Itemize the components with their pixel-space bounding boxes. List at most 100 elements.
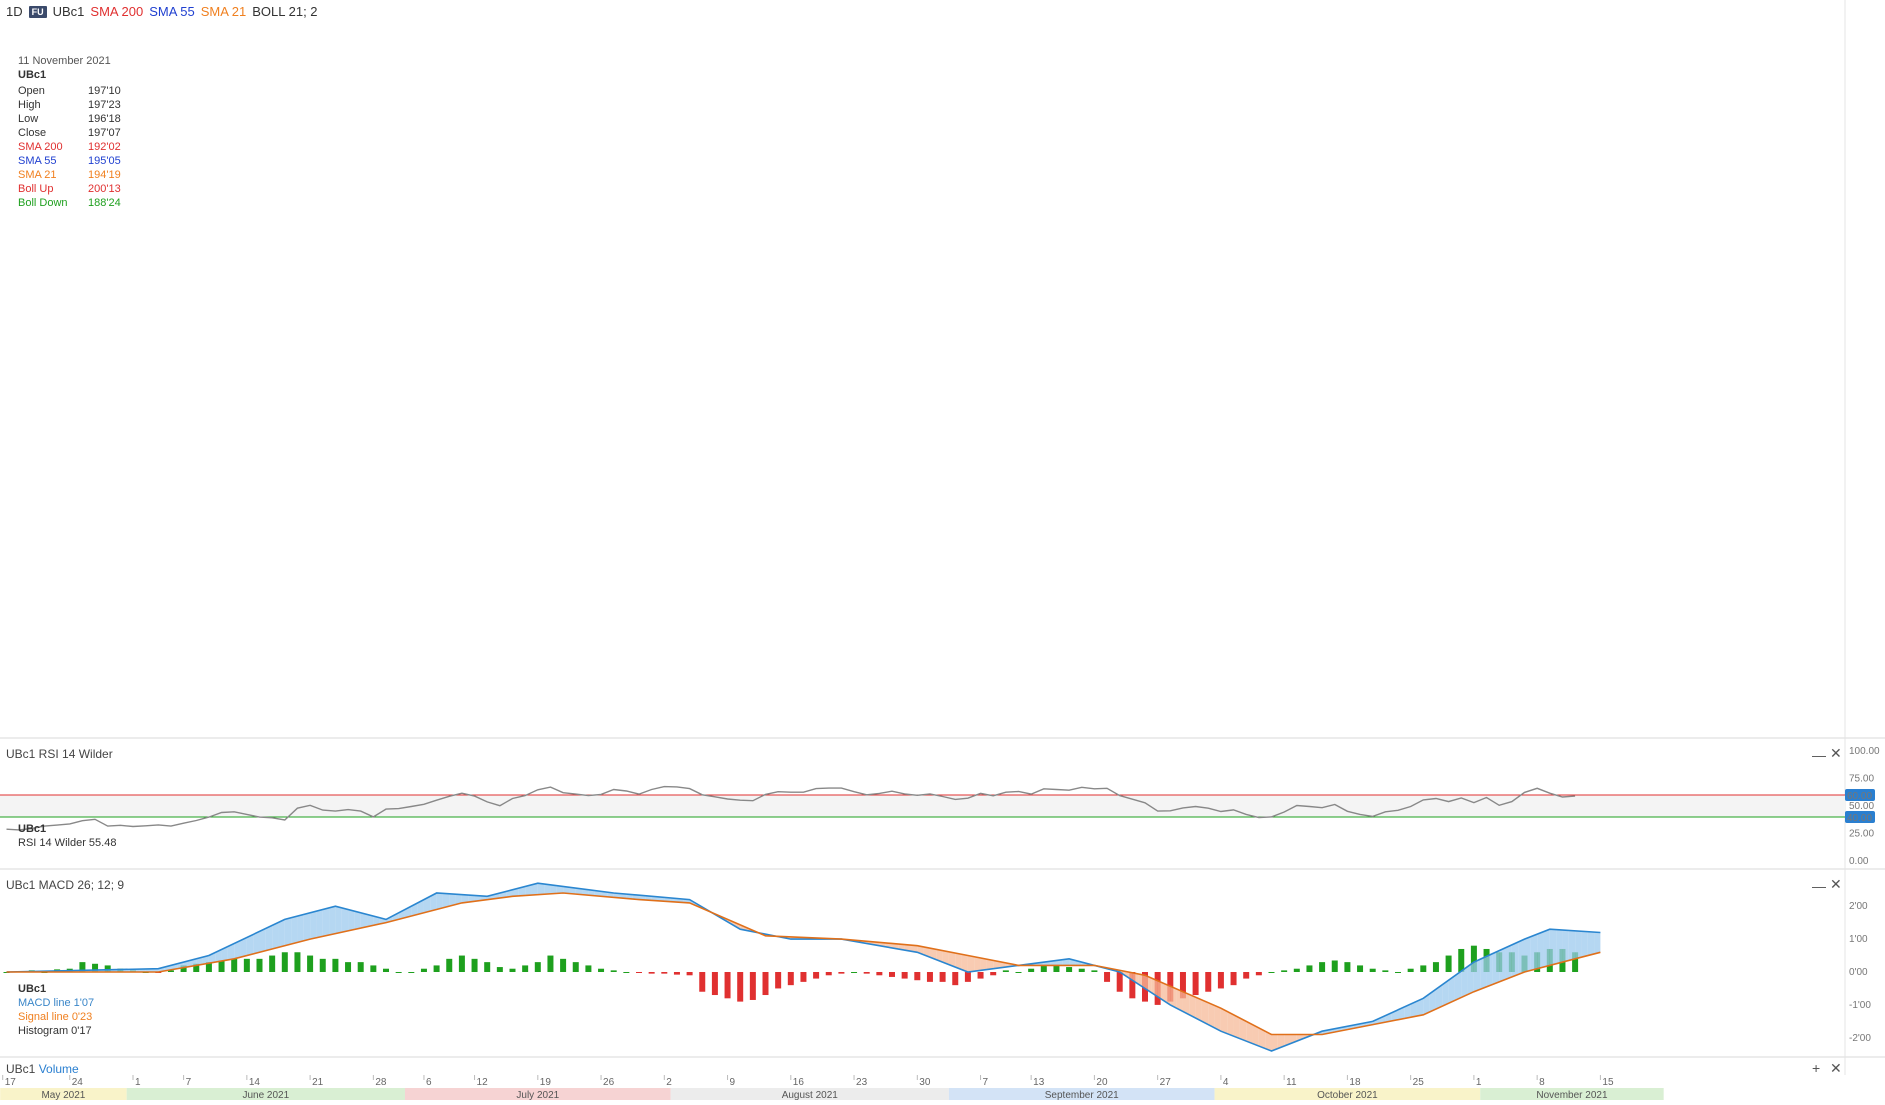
- x-day-label: 17: [5, 1077, 17, 1088]
- macd-histogram-bar: [1382, 970, 1389, 972]
- x-day-label: 13: [1033, 1077, 1045, 1088]
- x-day-label: 23: [856, 1077, 868, 1088]
- macd-fill: [967, 955, 975, 972]
- month-label: July 2021: [516, 1090, 559, 1101]
- x-day-label: 20: [1096, 1077, 1108, 1088]
- sma21-legend[interactable]: SMA 21: [200, 4, 247, 19]
- macd-fill: [455, 894, 462, 905]
- macd-fill: [1524, 936, 1531, 972]
- macd-fill: [1486, 953, 1493, 987]
- macd-histogram-bar: [952, 972, 959, 986]
- ohlc-info-box: 11 November 2021 UBc1 Open 197'10 High 197'…: [18, 54, 148, 210]
- macd-fill: [265, 925, 273, 951]
- sma55-legend[interactable]: SMA 55: [149, 4, 195, 19]
- macd-fill: [1429, 989, 1436, 1012]
- macd-fill: [544, 883, 551, 895]
- macd-fill: [1379, 1015, 1386, 1024]
- x-day-label: 11: [1286, 1077, 1297, 1088]
- macd-histogram-bar: [408, 972, 415, 973]
- info-row: High 197'23: [18, 98, 148, 112]
- x-day-label: 25: [1413, 1077, 1425, 1088]
- rsi-tick-label: 50.00: [1849, 801, 1874, 812]
- macd-histogram-bar: [167, 970, 174, 972]
- macd-fill: [1404, 1004, 1411, 1019]
- macd-histogram-bar: [180, 965, 187, 972]
- macd-histogram-bar: [1078, 968, 1085, 972]
- macd-fill: [594, 890, 602, 897]
- macd-fill: [1220, 1008, 1228, 1034]
- rsi-minimize-icon[interactable]: —: [1812, 747, 1826, 763]
- macd-fill: [1461, 966, 1468, 998]
- volume-expand-icon[interactable]: +: [1812, 1060, 1821, 1076]
- symbol-label[interactable]: UBc1: [52, 4, 85, 19]
- macd-tick-label: 1'00: [1849, 934, 1868, 945]
- x-day-label: 4: [1223, 1077, 1229, 1088]
- macd-minimize-icon[interactable]: —: [1812, 878, 1826, 894]
- macd-histogram-bar: [1306, 965, 1313, 972]
- macd-fill: [1435, 984, 1443, 1010]
- boll-legend[interactable]: BOLL 21; 2: [252, 4, 318, 19]
- macd-histogram-bar: [332, 958, 339, 972]
- macd-histogram-bar: [787, 972, 794, 986]
- macd-histogram-bar: [1040, 965, 1047, 972]
- macd-histogram-bar: [357, 962, 364, 972]
- macd-histogram-bar: [1395, 972, 1401, 973]
- macd-histogram-bar: [1331, 960, 1338, 972]
- info-value: 197'10: [88, 85, 121, 97]
- macd-fill: [291, 916, 298, 945]
- rsi-line: [6, 785, 1576, 831]
- macd-histogram-bar: [889, 972, 895, 977]
- macd-histogram-bar: [1344, 962, 1351, 972]
- info-row: Open 197'10: [18, 84, 148, 98]
- macd-fill: [974, 956, 981, 972]
- macd-close-icon[interactable]: ✕: [1830, 876, 1842, 892]
- rsi-close-icon[interactable]: ✕: [1830, 745, 1842, 761]
- macd-histogram-bar: [1281, 970, 1288, 972]
- macd-fill: [575, 888, 583, 895]
- macd-fill: [335, 906, 342, 934]
- macd-line-value: MACD line 1'07: [18, 997, 95, 1009]
- macd-fill: [221, 946, 228, 962]
- macd-fill: [468, 895, 475, 903]
- macd-histogram-bar: [1179, 972, 1186, 999]
- macd-histogram-bar: [737, 972, 744, 1002]
- macd-fill: [1568, 930, 1576, 961]
- macd-fill: [955, 953, 962, 970]
- signal-line-value: Signal line 0'23: [18, 1011, 93, 1023]
- macd-fill: [1594, 932, 1601, 954]
- month-band: [126, 1088, 405, 1100]
- sma200-legend[interactable]: SMA 200: [90, 4, 144, 19]
- macd-histogram-bar: [1192, 972, 1199, 996]
- macd-histogram-bar: [92, 963, 99, 972]
- macd-fill: [1214, 1005, 1221, 1032]
- volume-close-icon[interactable]: ✕: [1830, 1060, 1842, 1076]
- macd-fill: [1246, 1021, 1253, 1044]
- macd-histogram-bar: [1369, 968, 1376, 972]
- month-band: [1214, 1088, 1481, 1100]
- macd-fill: [1587, 931, 1595, 956]
- macd-fill: [1157, 980, 1164, 1001]
- month-label: June 2021: [242, 1090, 289, 1101]
- macd-panel-title: UBc1 MACD 26; 12; 9: [6, 878, 125, 892]
- month-band: [404, 1088, 671, 1100]
- macd-histogram-bar: [496, 967, 503, 972]
- macd-fill: [354, 911, 361, 930]
- x-day-label: 30: [919, 1077, 931, 1088]
- info-key: Open: [18, 85, 45, 97]
- macd-fill: [316, 909, 323, 938]
- macd-fill: [1132, 972, 1139, 985]
- macd-histogram-bar: [1053, 965, 1060, 972]
- macd-histogram-bar: [1028, 968, 1035, 972]
- interval-label[interactable]: 1D: [6, 4, 23, 19]
- macd-fill: [423, 896, 431, 913]
- macd-fill: [341, 907, 349, 933]
- macd-tick-label: 2'00: [1849, 901, 1868, 912]
- macd-fill: [1271, 1034, 1278, 1051]
- macd-histogram-bar: [1458, 948, 1465, 972]
- volume-label[interactable]: Volume: [38, 1062, 79, 1076]
- info-value: 195'05: [88, 155, 121, 167]
- macd-histogram-bar: [585, 965, 592, 972]
- macd-fill: [525, 884, 532, 896]
- x-day-label: 6: [426, 1077, 432, 1088]
